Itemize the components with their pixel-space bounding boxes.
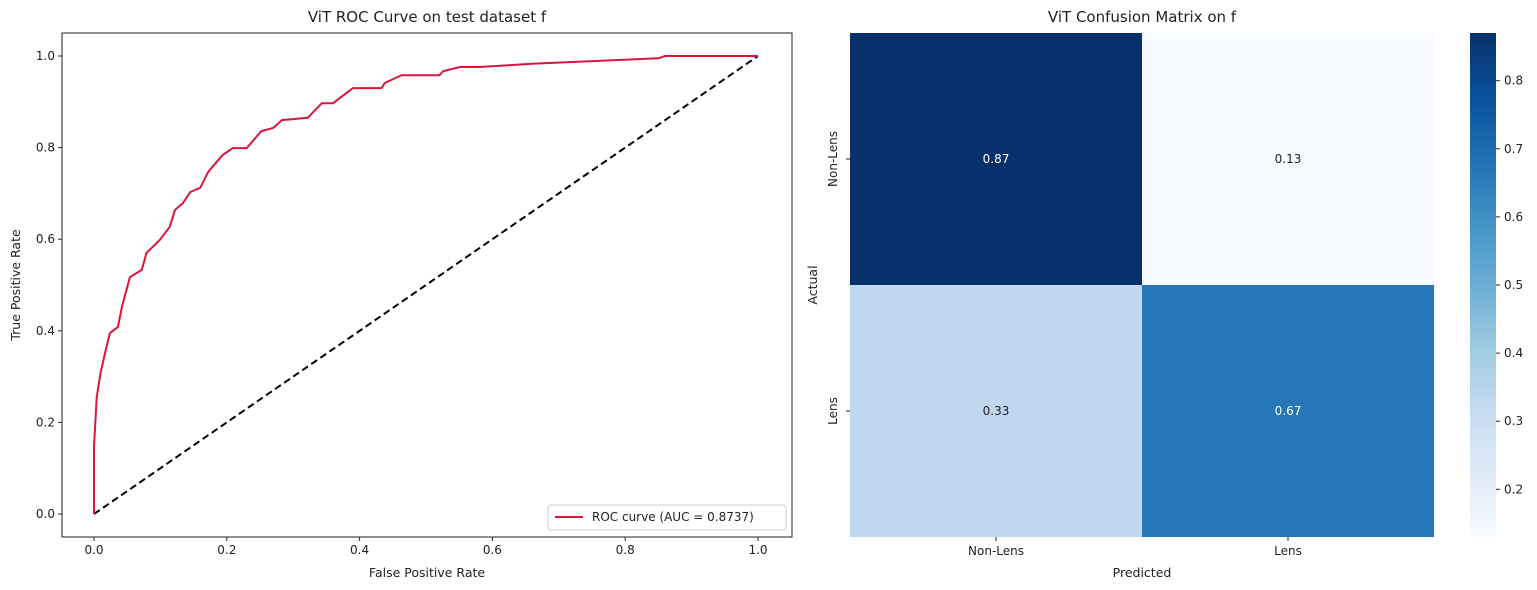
heatmap-cell xyxy=(1142,33,1434,285)
cm-y-tick-label: Lens xyxy=(826,397,840,425)
roc-title: ViT ROC Curve on test dataset f xyxy=(308,8,547,26)
colorbar-tick-label: 0.2 xyxy=(1504,482,1523,496)
colorbar xyxy=(1470,33,1496,537)
heatmap-cell xyxy=(850,33,1142,285)
colorbar-tick-label: 0.5 xyxy=(1504,278,1523,292)
chance-line xyxy=(93,55,759,515)
roc-x-tick-label: 0.8 xyxy=(616,543,635,557)
cm-y-label: Actual xyxy=(805,265,820,304)
roc-y-tick-label: 0.0 xyxy=(36,507,55,521)
cell-value-label: 0.87 xyxy=(983,152,1010,166)
roc-curve xyxy=(93,55,758,514)
roc-y-tick-label: 0.4 xyxy=(36,324,55,338)
roc-y-tick-label: 0.2 xyxy=(36,415,55,429)
legend-label: ROC curve (AUC = 0.8737) xyxy=(592,510,754,524)
roc-x-label: False Positive Rate xyxy=(369,565,485,580)
colorbar-tick-label: 0.6 xyxy=(1504,210,1523,224)
roc-x-tick-label: 0.2 xyxy=(217,543,236,557)
cm-x-label: Predicted xyxy=(1113,565,1172,580)
roc-y-tick-label: 1.0 xyxy=(36,49,55,63)
colorbar-tick-label: 0.8 xyxy=(1504,74,1523,88)
roc-x-tick-label: 0.6 xyxy=(483,543,502,557)
colorbar-tick-label: 0.3 xyxy=(1504,414,1523,428)
roc-y-tick-label: 0.6 xyxy=(36,232,55,246)
heatmap-cell xyxy=(1142,285,1434,537)
cm-y-tick-label: Non-Lens xyxy=(826,131,840,187)
roc-axes-frame xyxy=(61,32,793,538)
colorbar-tick-label: 0.7 xyxy=(1504,142,1523,156)
cm-x-tick-label: Non-Lens xyxy=(968,544,1024,558)
roc-chart: ViT ROC Curve on test dataset f False Po… xyxy=(8,8,793,580)
cm-x-tick-label: Lens xyxy=(1274,544,1302,558)
cell-value-label: 0.33 xyxy=(983,404,1010,418)
roc-y-label: True Positive Rate xyxy=(8,229,23,342)
roc-x-tick-label: 1.0 xyxy=(748,543,767,557)
roc-legend: ROC curve (AUC = 0.8737) xyxy=(547,504,787,531)
roc-x-tick-label: 0.4 xyxy=(350,543,369,557)
cell-value-label: 0.13 xyxy=(1275,152,1302,166)
cell-value-label: 0.67 xyxy=(1275,404,1302,418)
cm-title: ViT Confusion Matrix on f xyxy=(1048,8,1237,26)
legend-box xyxy=(547,504,787,531)
roc-x-tick-label: 0.0 xyxy=(84,543,103,557)
heatmap-cell xyxy=(850,285,1142,537)
confusion-matrix: ViT Confusion Matrix on f Predicted Actu… xyxy=(805,8,1523,580)
roc-y-tick-label: 0.8 xyxy=(36,141,55,155)
colorbar-tick-label: 0.4 xyxy=(1504,346,1523,360)
